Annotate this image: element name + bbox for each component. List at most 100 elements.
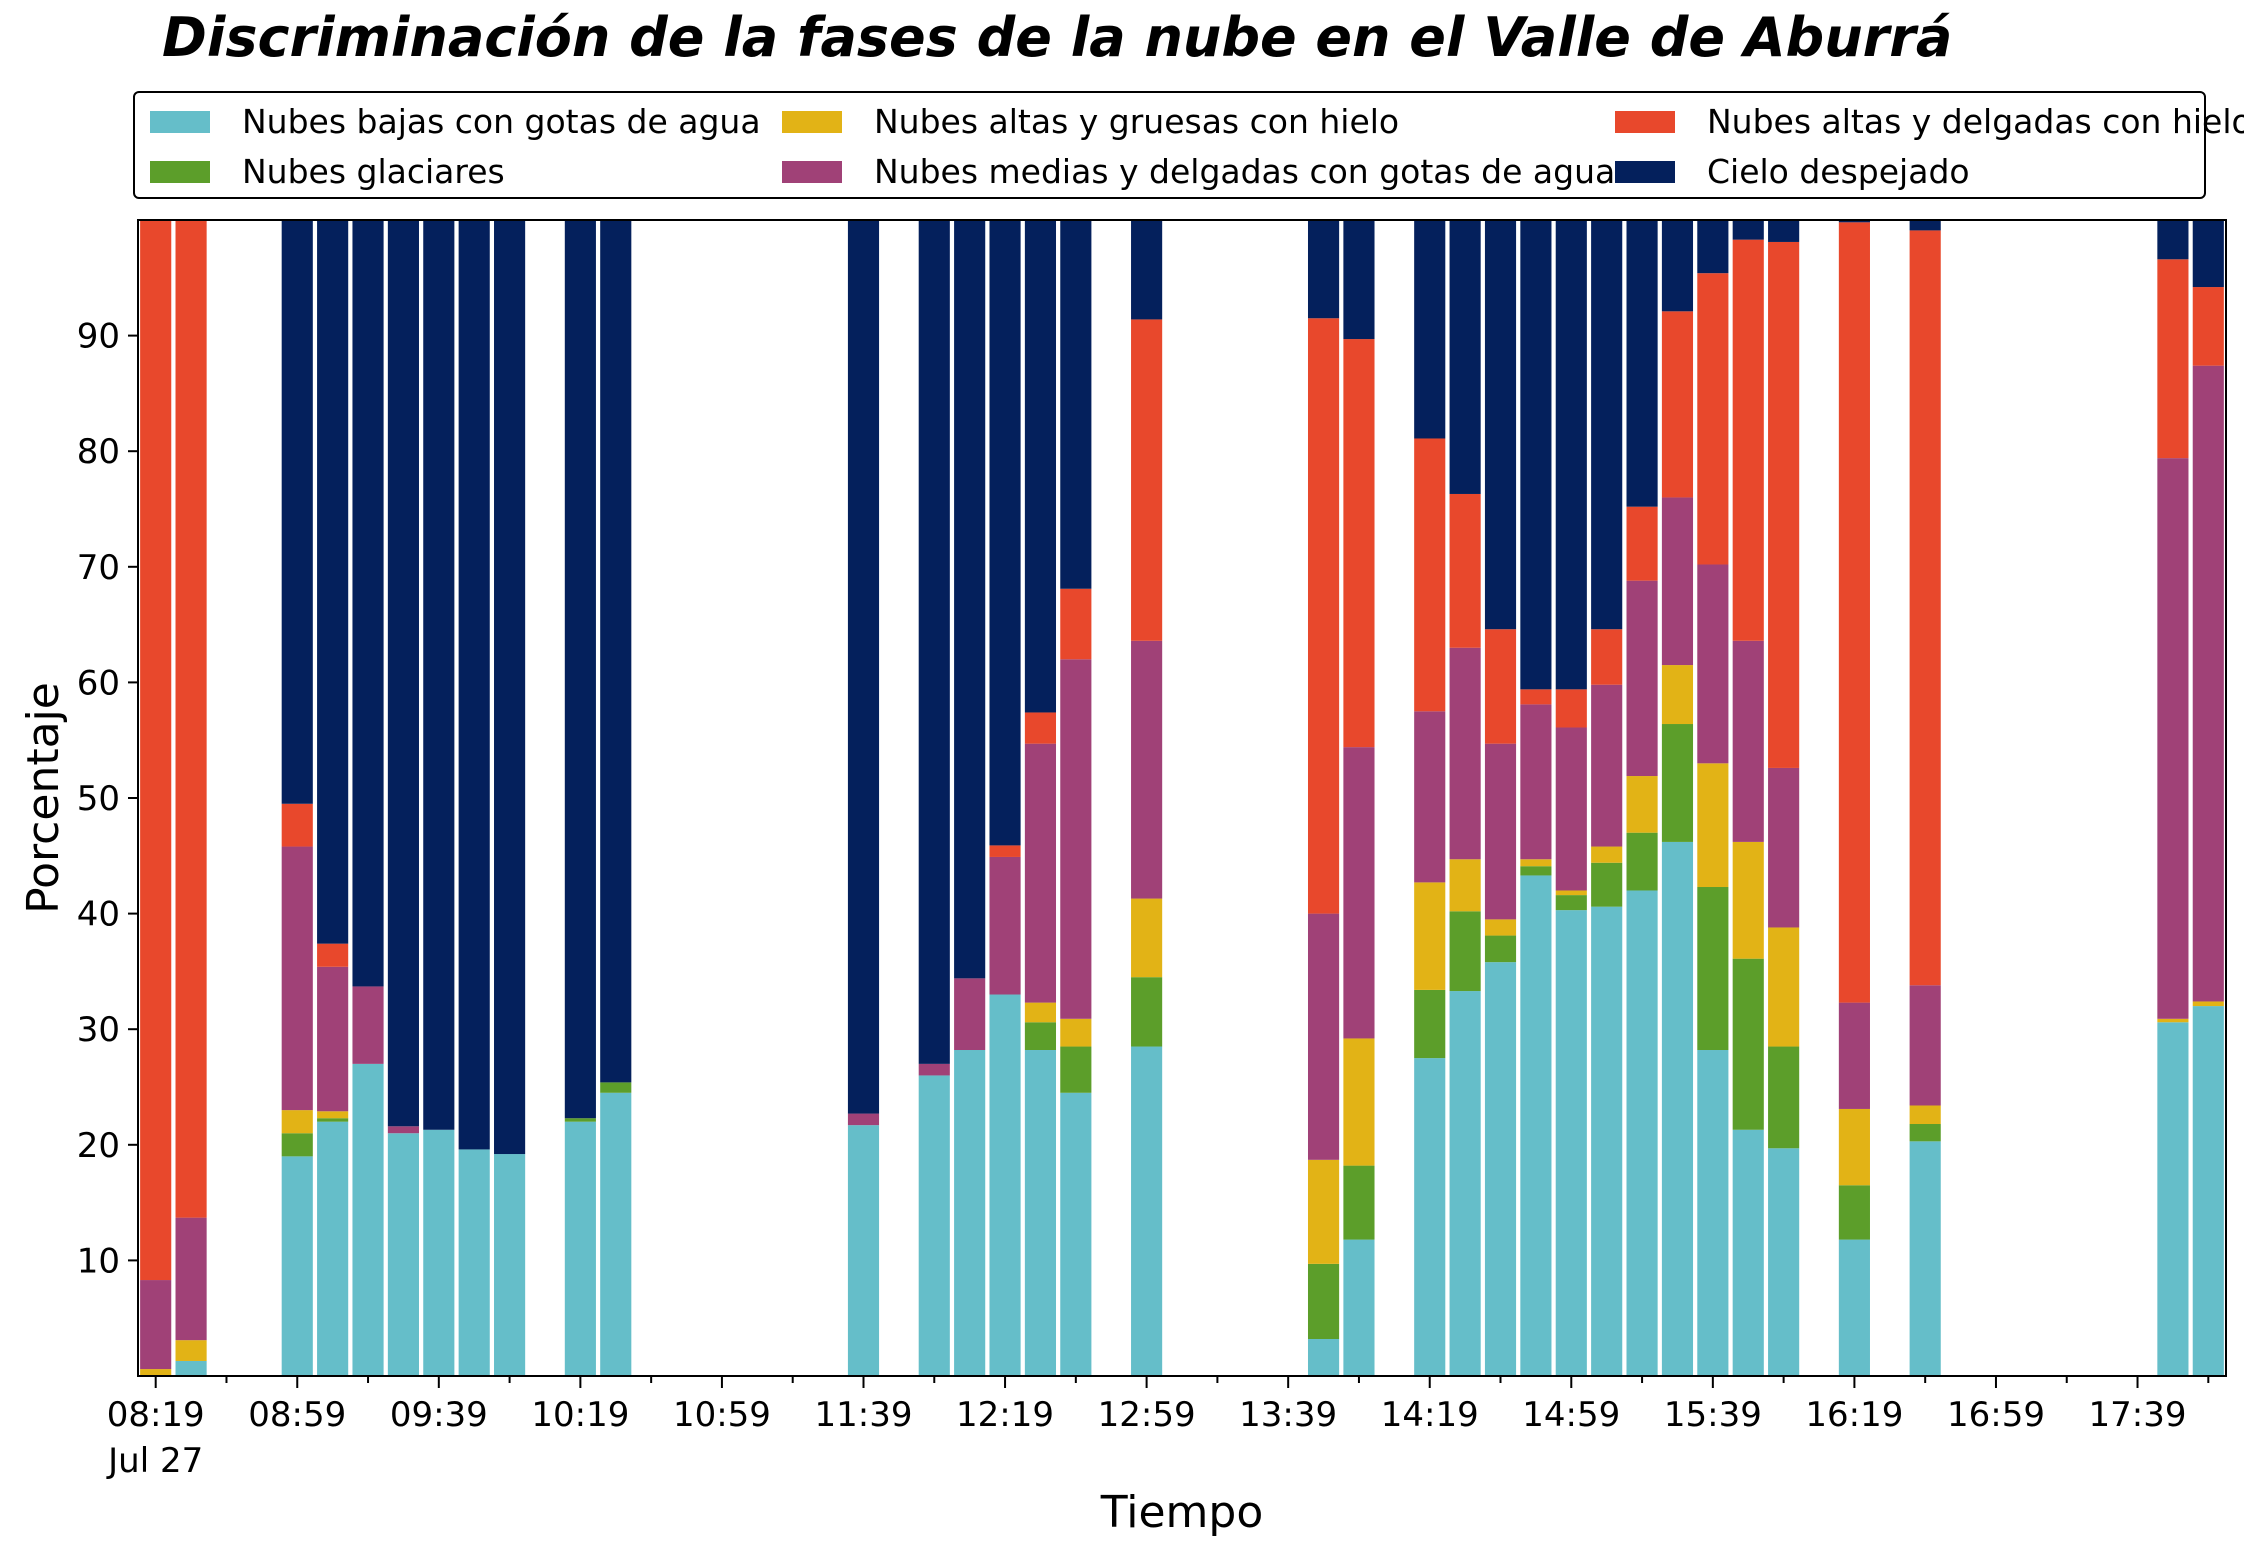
legend-label: Cielo despejado [1707, 152, 1970, 191]
legend-label: Nubes medias y delgadas con gotas de agu… [874, 152, 1616, 191]
bar-segment [140, 1369, 172, 1376]
bar-segment [1024, 1050, 1057, 1376]
bar-segment [1661, 841, 1694, 1376]
y-tick-label: 10 [77, 1241, 120, 1281]
bar-segment [1131, 640, 1163, 899]
bar-segment [317, 1111, 349, 1119]
bar-segment [1768, 220, 1800, 242]
bar-segment [1626, 832, 1658, 891]
bar-segment [2157, 220, 2189, 260]
bar-segment [387, 1126, 419, 1134]
bar-segment [317, 966, 349, 1112]
bar-segment [1732, 220, 1764, 240]
bar-segment [1307, 913, 1340, 1160]
bar-segment [1591, 684, 1623, 847]
x-tick-label: 17:39 [2089, 1395, 2187, 1435]
bar-segment [458, 220, 490, 1150]
bar-segment [600, 220, 632, 1083]
bar-segment [1838, 1239, 1870, 1376]
bar-segment [317, 220, 349, 944]
bar-segment [175, 1340, 207, 1361]
bar-segment [1449, 647, 1481, 860]
bar-segment [1024, 1022, 1057, 1050]
bar-segment [989, 994, 1021, 1376]
bar-segment [1626, 890, 1658, 1376]
bar-segment [1414, 989, 1446, 1059]
bar-segment [1591, 906, 1623, 1376]
bar-segment [1449, 991, 1481, 1376]
bar-segment [1768, 1148, 1800, 1376]
bar-segment [1661, 220, 1694, 312]
legend-item: Nubes bajas con gotas de agua [150, 102, 761, 141]
x-tick-label: 12:59 [1098, 1395, 1196, 1435]
y-tick-label: 40 [77, 895, 120, 935]
bar-segment [1909, 220, 1941, 231]
x-tick-label: 13:39 [1239, 1395, 1337, 1435]
bar-segment [2157, 458, 2189, 1019]
bar-segment [1449, 493, 1481, 648]
bar-segment [1697, 564, 1729, 764]
bar-segment [1024, 743, 1057, 1003]
x-tick-label: 14:19 [1381, 1395, 1479, 1435]
bar-segment [1626, 220, 1658, 507]
x-tick-label: 14:59 [1522, 1395, 1620, 1435]
bar-segment [564, 1121, 596, 1376]
bar-segment [954, 978, 986, 1051]
legend-item: Nubes altas y delgadas con hielo [1615, 102, 2244, 141]
bar-segment [1060, 588, 1092, 660]
bar-segment [1484, 220, 1517, 630]
bar-segment [2157, 1018, 2189, 1023]
bar-segment [1697, 887, 1729, 1051]
bar-segment [954, 220, 986, 979]
bar-segment [1343, 747, 1375, 1039]
bar-segment [1060, 1092, 1092, 1376]
bar-segment [1555, 727, 1587, 891]
bar-segment [1520, 859, 1552, 867]
bar-segment [1555, 689, 1587, 728]
y-tick-label: 80 [77, 432, 120, 472]
bar-segment [281, 803, 313, 847]
bar-segment [1626, 580, 1658, 777]
legend-item: Nubes glaciares [150, 152, 505, 191]
bar-segment [1697, 273, 1729, 565]
legend-swatch [1615, 110, 1675, 133]
x-tick-label: 09:39 [390, 1395, 488, 1435]
bar-segment [1661, 665, 1694, 725]
x-tick-sublabel: Jul 27 [106, 1441, 203, 1481]
bar-segment [989, 220, 1021, 846]
bar-segment [387, 1133, 419, 1376]
bar-segment [1307, 318, 1340, 914]
bar-segment [494, 1154, 526, 1376]
x-tick-label: 16:19 [1805, 1395, 1903, 1435]
legend-label: Nubes altas y gruesas con hielo [874, 102, 1400, 141]
bar-segment [1060, 1046, 1092, 1093]
bar-segment [1555, 890, 1587, 896]
bar-segment [918, 1075, 950, 1376]
bar-segment [1909, 1105, 1941, 1124]
bar-segment [281, 1156, 313, 1376]
legend-swatch [782, 160, 842, 183]
bar-segment [2192, 1001, 2224, 1007]
bar-segment [2192, 1006, 2224, 1376]
bar-segment [1307, 1339, 1340, 1376]
bar-segment [1555, 220, 1587, 690]
bar-segment [989, 845, 1021, 857]
bar-segment [494, 220, 526, 1155]
legend: Nubes bajas con gotas de agua Nubes glac… [133, 91, 2244, 199]
bar-segment [1024, 220, 1057, 713]
bar-segment [2192, 365, 2224, 1002]
bar-segment [1555, 910, 1587, 1376]
bar-segment [600, 1092, 632, 1376]
bar-segment [281, 1133, 313, 1157]
bar-segment [1414, 1058, 1446, 1376]
y-tick-label: 70 [77, 548, 120, 588]
bar-segment [1484, 919, 1517, 936]
bar-segment [1909, 985, 1941, 1106]
bar-segment [1343, 1038, 1375, 1166]
bar-segment [1768, 241, 1800, 768]
bar-segment [1131, 1046, 1163, 1376]
y-axis: 10 20 30 40 50 60 70 80 90 [77, 317, 138, 1281]
x-tick-label: 08:19 [107, 1395, 205, 1435]
y-tick-label: 20 [77, 1126, 120, 1166]
